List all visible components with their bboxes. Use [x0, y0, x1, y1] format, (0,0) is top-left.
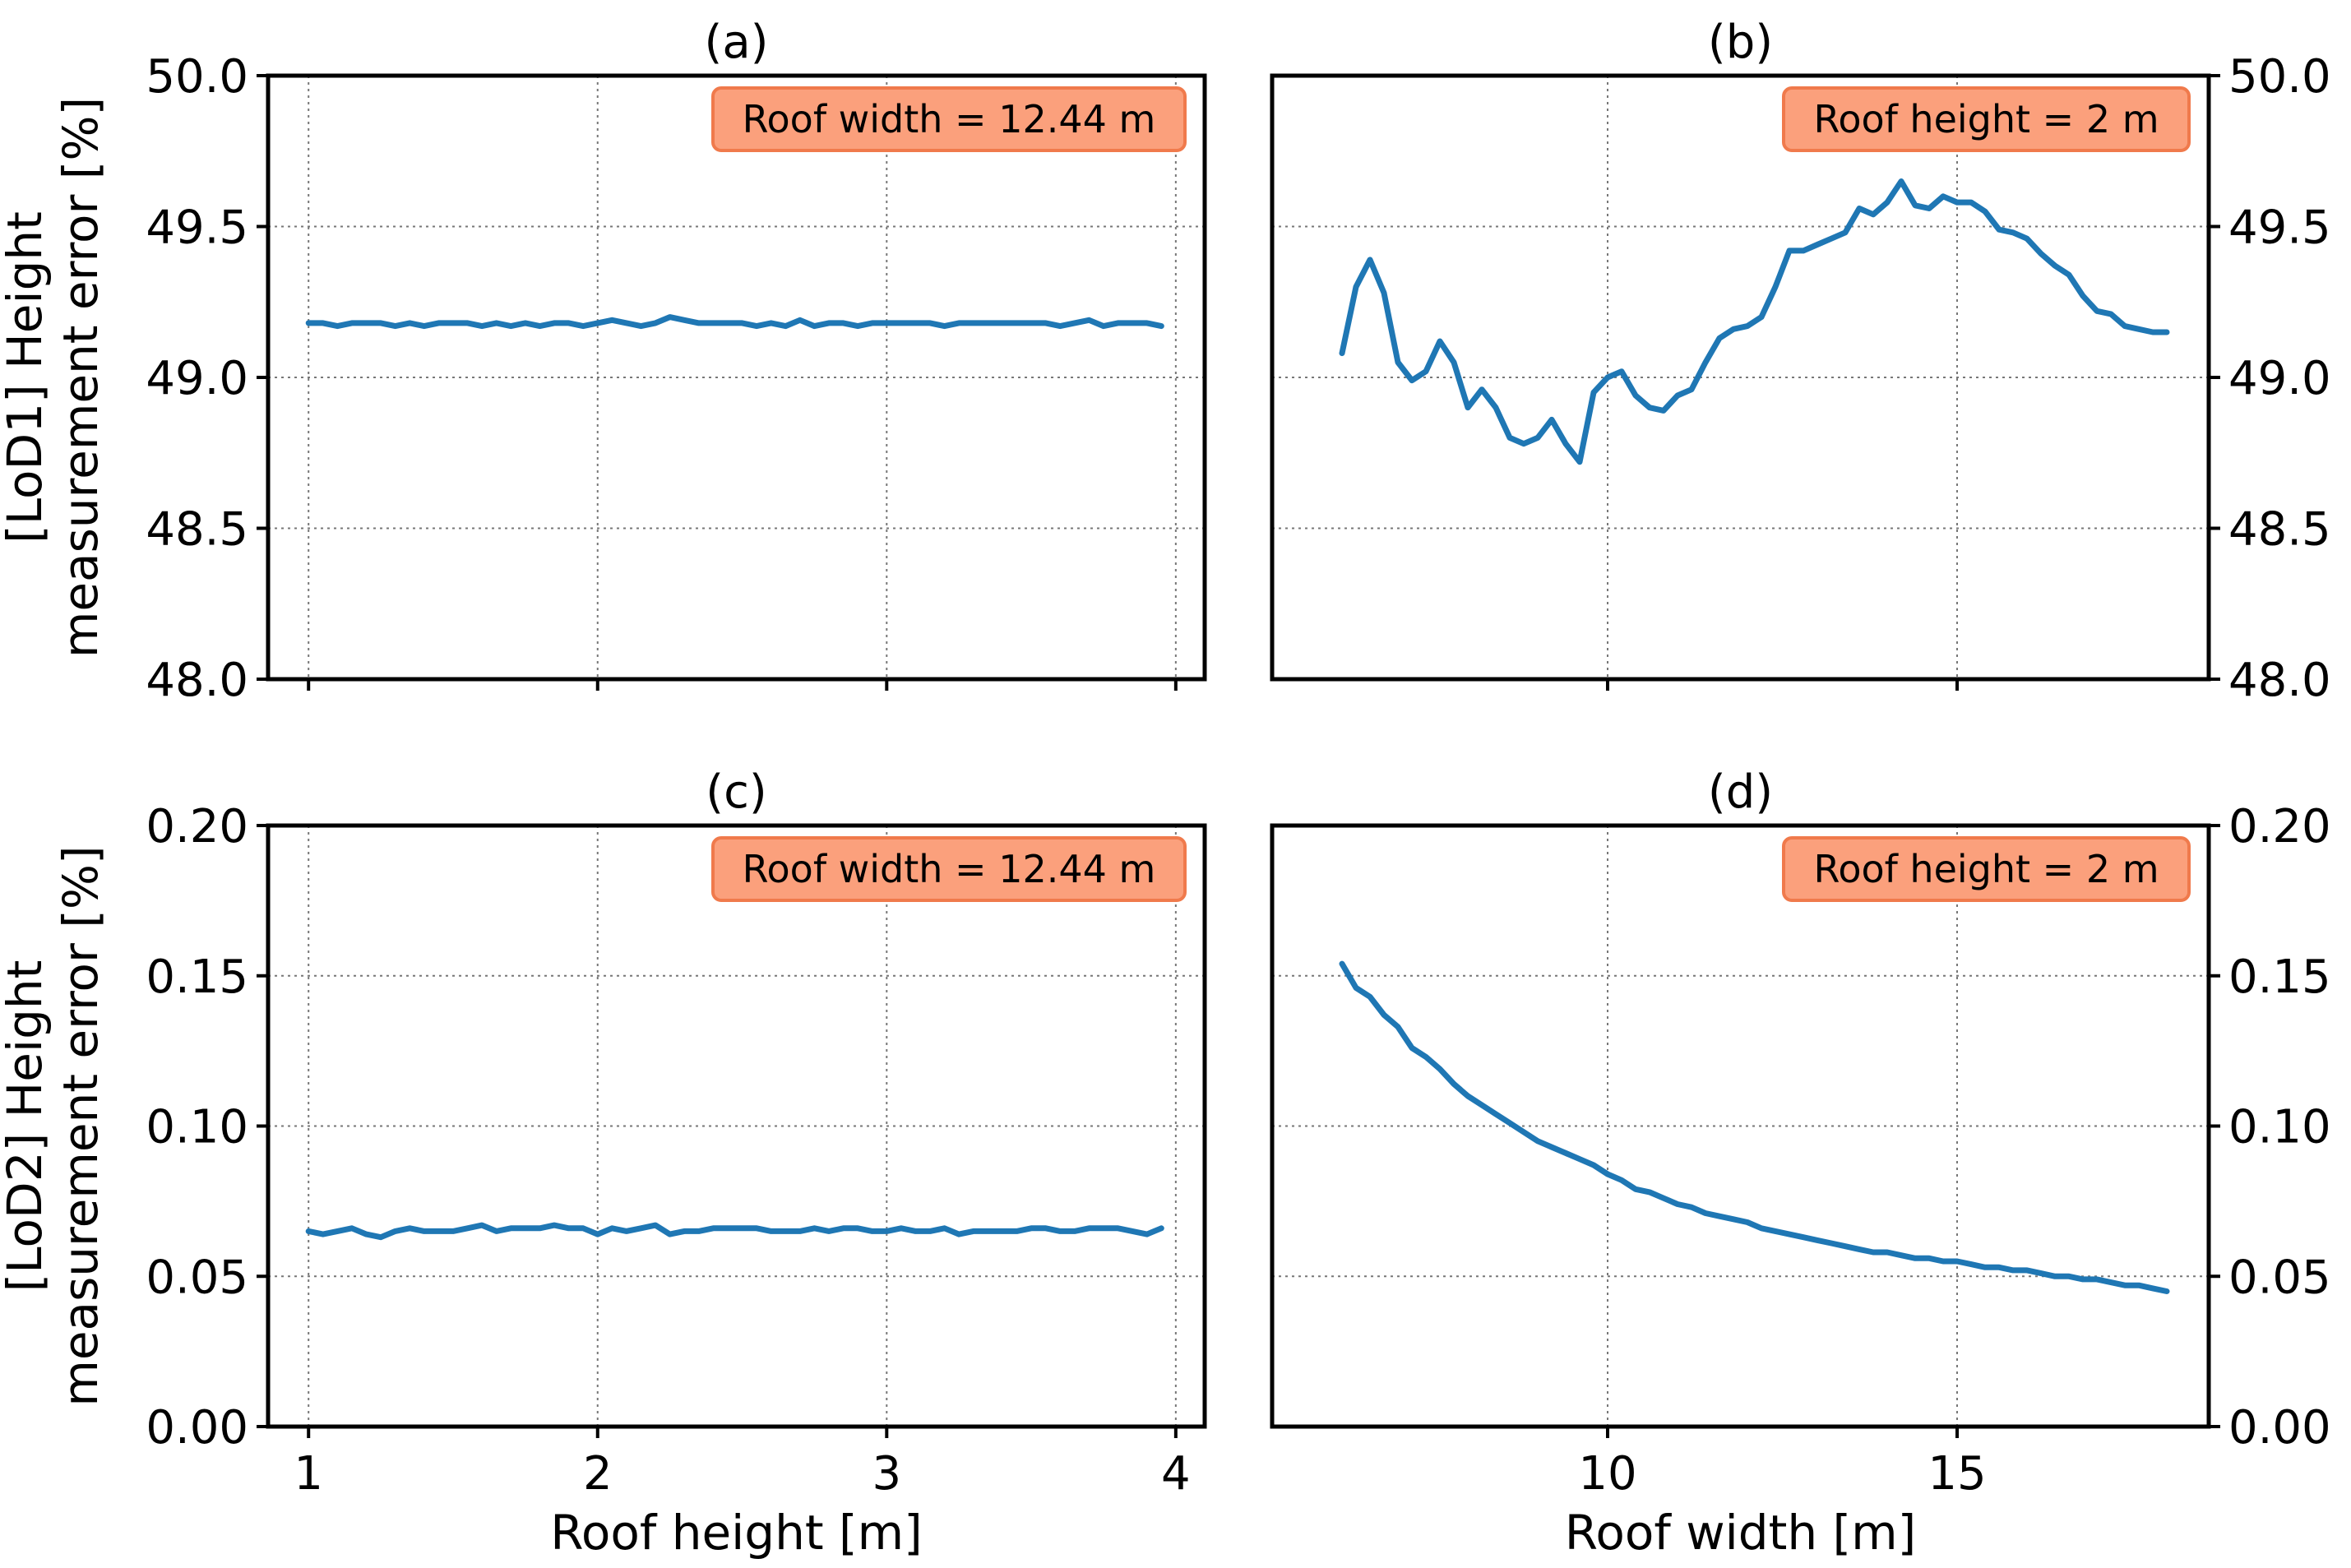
y-tick-label: 49.5: [146, 201, 248, 255]
y-tick-label: 0.05: [2228, 1251, 2331, 1304]
x-tick-label: 15: [1928, 1447, 1986, 1501]
annotation-badge: [1782, 86, 2191, 152]
series-line-d: [1339, 960, 2170, 1294]
y-axis-title-line: measurement error [%]: [53, 97, 109, 658]
y-axis-title-line: measurement error [%]: [53, 845, 109, 1406]
series-line-a: [305, 314, 1164, 330]
y-tick-label: 50.0: [2228, 50, 2331, 104]
y-tick-label: 48.0: [146, 654, 248, 707]
x-tick-label: 1: [294, 1447, 323, 1501]
y-tick-label: 0.05: [146, 1251, 248, 1304]
y-tick-label: 50.0: [146, 50, 248, 104]
x-tick-label: 4: [1161, 1447, 1191, 1501]
panel-title: (b): [1708, 16, 1773, 69]
panel-a: 48.0 48.5 49.0 49.5 50.0 (a) Roof width = 12.4…: [0, 16, 1207, 707]
series-line-b: [1339, 178, 2170, 465]
y-tick-label: 0.10: [2228, 1101, 2331, 1154]
y-tick-label: 48.5: [2228, 503, 2331, 557]
y-tick-label: 0.20: [2228, 800, 2331, 853]
x-tick-label: 2: [583, 1447, 613, 1501]
x-axis-title: Roof height [m]: [550, 1505, 923, 1561]
y-tick-label: 48.5: [146, 503, 248, 557]
y-tick-label: 49.0: [2228, 352, 2331, 405]
panel-c: 1 2 3 4 0.00 0.05 0.10 0.15 0.20 (c) Roof width = …: [0, 765, 1207, 1561]
annotation-badge: [711, 836, 1187, 902]
panel-title: (c): [706, 765, 766, 819]
x-tick-label: 10: [1578, 1447, 1636, 1501]
y-tick-label: 48.0: [2228, 654, 2331, 707]
y-tick-label: 0.15: [2228, 951, 2331, 1004]
panel-title: (d): [1708, 765, 1773, 819]
annotation-text: Roof height = 2 m: [1813, 847, 2159, 891]
annotation-badge: [711, 86, 1187, 152]
annotation-text: Roof width = 12.44 m: [743, 97, 1156, 141]
series-line-c: [305, 1222, 1164, 1241]
panel-title: (a): [704, 16, 768, 69]
annotation-text: Roof width = 12.44 m: [743, 847, 1156, 891]
annotation-text: Roof height = 2 m: [1813, 97, 2159, 141]
x-tick-label: 3: [872, 1447, 901, 1501]
y-tick-label: 0.15: [146, 951, 248, 1004]
y-axis-title-line: [LoD2] Height: [0, 960, 53, 1293]
panel-b: 48.0 48.5 49.0 49.5 50.0 (b) Roof height = 2 m: [1270, 16, 2331, 707]
y-tick-label: 0.10: [146, 1101, 248, 1154]
y-tick-label: 0.00: [2228, 1401, 2331, 1455]
y-axis-title-line: [LoD1] Height: [0, 211, 53, 543]
x-axis-title: Roof width [m]: [1565, 1505, 1917, 1561]
panel-d: 10 15 0.00 0.05 0.10 0.15 0.20 (d) Roof height =…: [1270, 765, 2331, 1561]
y-tick-label: 0.20: [146, 800, 248, 853]
y-tick-label: 49.5: [2228, 201, 2331, 255]
y-tick-label: 49.0: [146, 352, 248, 405]
y-tick-label: 0.00: [146, 1401, 248, 1455]
annotation-badge: [1782, 836, 2191, 902]
